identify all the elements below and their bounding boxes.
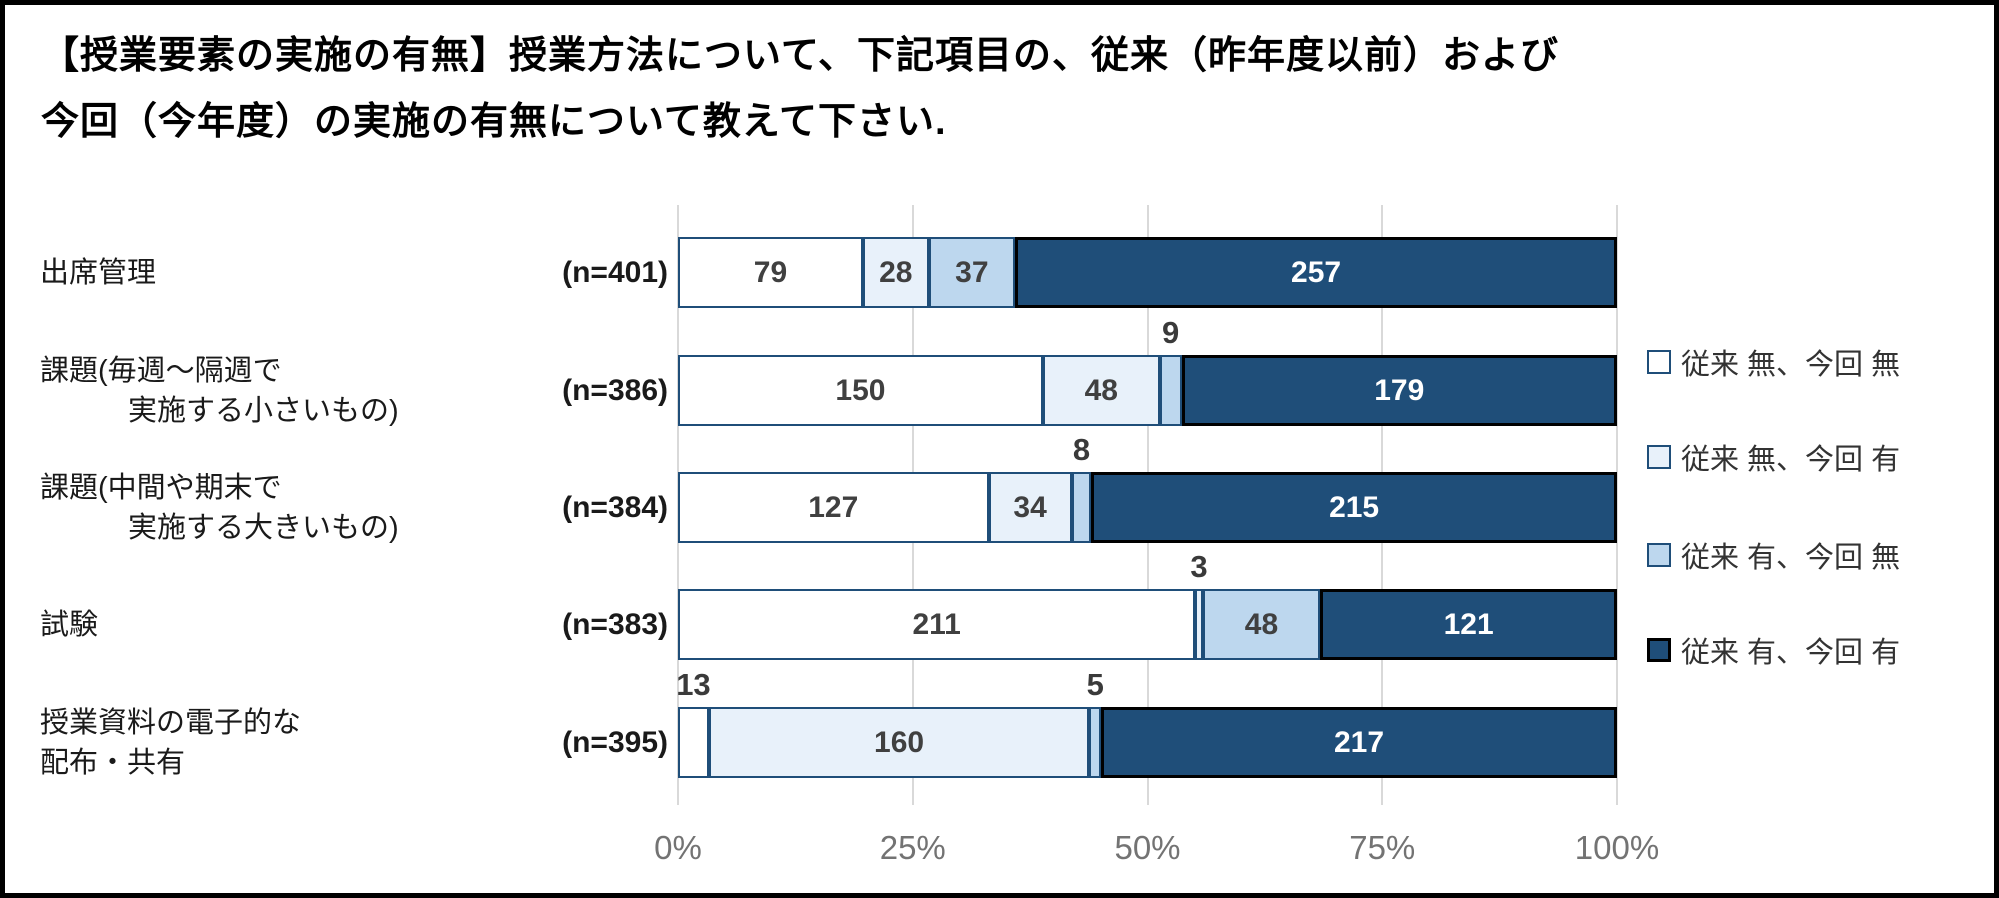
segment-value-label: 28 [879,255,913,289]
segment-value-label: 150 [835,373,886,407]
bar-segment: 48 [1202,589,1321,660]
gridline [1616,205,1618,805]
bar-segment [678,707,709,778]
legend-swatch [1647,445,1671,469]
bar-segment: 150 [678,355,1043,426]
bar-segment [1071,472,1092,543]
bar-segment: 215 [1091,472,1617,543]
x-axis-label: 25% [879,829,946,866]
outside-value-label: 3 [1190,549,1208,584]
segment-value-label: 217 [1334,725,1385,759]
segment-value-label: 34 [1013,490,1047,524]
segment-value-label: 48 [1084,373,1118,407]
segment-value-label: 160 [874,725,925,759]
bar-segment [1089,707,1102,778]
legend-label: 従来 有、今回 無 [1681,542,1901,574]
sample-size-label: (n=384) [562,490,668,524]
category-label-line: 出席管理 [40,256,157,289]
bar-segment [1195,589,1203,660]
bar-segment: 48 [1042,355,1160,426]
sample-size-label: (n=401) [562,255,668,289]
legend-item: 従来 無、今回 無 [1647,341,1900,383]
category-label-line: 配布・共有 [40,746,186,779]
legend-item: 従来 有、今回 有 [1647,629,1900,671]
x-axis-label: 0% [654,829,702,866]
chart-title: 【授業要素の実施の有無】授業方法について、下記項目の、従来（昨年度以前）および … [41,23,1954,155]
bar-segment: 179 [1181,355,1617,426]
bar-segment [1159,355,1182,426]
legend-swatch [1647,350,1671,374]
category-label: 課題(毎週～隔週で実施する小さいもの) [40,351,399,431]
category-label-line: 課題(毎週～隔週で [40,354,282,387]
bar-row: 79 28 37 257 [678,237,1617,308]
bar-segment: 217 [1101,707,1617,778]
segment-value-label: 48 [1244,607,1279,641]
category-label-line: 課題(中間や期末で [40,471,282,504]
category-label: 授業資料の電子的な 配布・共有 [40,703,301,783]
bar-row: 211 48 121 [678,589,1617,660]
bar-segment: 127 [678,472,989,543]
segment-value-label: 179 [1374,373,1425,407]
segment-value-label: 121 [1443,607,1494,641]
outside-value-label: 8 [1072,432,1091,467]
legend-label: 従来 無、今回 有 [1681,444,1901,476]
legend-item: 従来 有、今回 無 [1647,534,1900,576]
bar-segment: 37 [928,237,1016,308]
chart-title-line-1: 【授業要素の実施の有無】授業方法について、下記項目の、従来（昨年度以前）および [41,35,1559,77]
sample-size-label: (n=386) [562,373,668,407]
bar-segment: 79 [678,237,863,308]
bar-row: 150 48 179 [678,355,1617,426]
outside-value-label: 13 [676,667,711,702]
legend-item: 従来 無、今回 有 [1647,436,1900,478]
legend-swatch [1647,543,1671,567]
segment-value-label: 79 [753,255,788,289]
bar-segment: 34 [988,472,1072,543]
category-label: 試験 [40,605,98,645]
segment-value-label: 211 [912,607,961,641]
x-axis-label: 50% [1114,829,1181,866]
category-label-line: 実施する大きいもの) [128,511,399,544]
category-label-line: 試験 [40,608,99,641]
segment-value-label: 215 [1329,490,1380,524]
chart-title-line-2: 今回（今年度）の実施の有無について教えて下さい. [41,101,947,143]
bar-row: 160 217 [678,707,1617,778]
bar-segment: 211 [678,589,1196,660]
category-label: 課題(中間や期末で実施する大きいもの) [40,468,399,548]
category-label: 出席管理 [40,253,156,293]
bar-row: 127 34 215 [678,472,1617,543]
segment-value-label: 37 [955,255,989,289]
category-label-line: 実施する小さいもの) [128,394,399,427]
outside-value-label: 9 [1161,315,1180,350]
segment-value-label: 257 [1291,255,1342,289]
legend-label: 従来 無、今回 無 [1681,349,1901,381]
bar-segment: 121 [1320,589,1617,660]
bar-segment: 160 [708,707,1090,778]
outside-value-label: 5 [1086,667,1104,702]
sample-size-label: (n=395) [562,725,668,759]
category-label-line: 授業資料の電子的な [40,706,302,739]
legend-label: 従来 有、今回 有 [1681,637,1901,669]
x-axis-label: 75% [1349,829,1416,866]
x-axis-label: 100% [1574,829,1660,866]
bar-segment: 257 [1015,237,1617,308]
segment-value-label: 127 [808,490,859,524]
legend-swatch [1647,638,1671,662]
bar-segment: 28 [862,237,929,308]
sample-size-label: (n=383) [562,607,668,641]
